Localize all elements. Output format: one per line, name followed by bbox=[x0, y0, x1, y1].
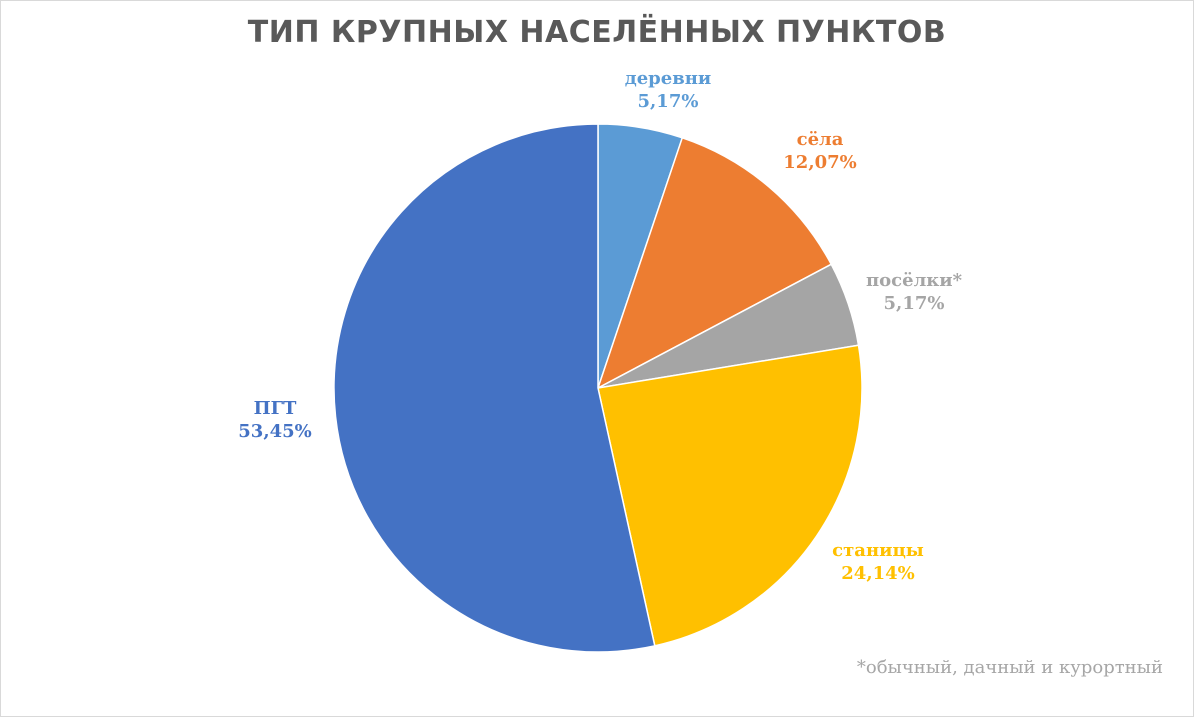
slice-value-label: 5,17% bbox=[637, 91, 699, 112]
slice-label-1: сёла 12,07% bbox=[783, 128, 856, 174]
slice-value-label: 12,07% bbox=[783, 152, 857, 173]
pie-slice-1 bbox=[596, 136, 833, 390]
pie-slice-4 bbox=[333, 123, 656, 653]
slice-value-label: 53,45% bbox=[238, 421, 312, 442]
slice-label-0: деревни 5,17% bbox=[625, 67, 712, 113]
slice-category-label: ПГТ bbox=[253, 398, 297, 419]
slice-label-4: ПГТ 53,45% bbox=[238, 397, 311, 443]
footnote: *обычный, дачный и курортный bbox=[856, 657, 1163, 678]
pie-slice-3 bbox=[597, 344, 863, 647]
chart-title: ТИП КРУПНЫХ НАСЕЛЁННЫХ ПУНКТОВ bbox=[247, 15, 947, 50]
slice-category-label: посёлки* bbox=[865, 270, 963, 291]
slice-value-label: 5,17% bbox=[883, 293, 945, 314]
slice-category-label: сёла bbox=[796, 129, 844, 150]
slice-label-2: посёлки* 5,17% bbox=[866, 269, 962, 315]
slice-category-label: станицы bbox=[832, 540, 924, 561]
slice-value-label: 24,14% bbox=[841, 563, 915, 584]
slice-category-label: деревни bbox=[624, 68, 712, 89]
slice-label-3: станицы 24,14% bbox=[832, 539, 924, 585]
